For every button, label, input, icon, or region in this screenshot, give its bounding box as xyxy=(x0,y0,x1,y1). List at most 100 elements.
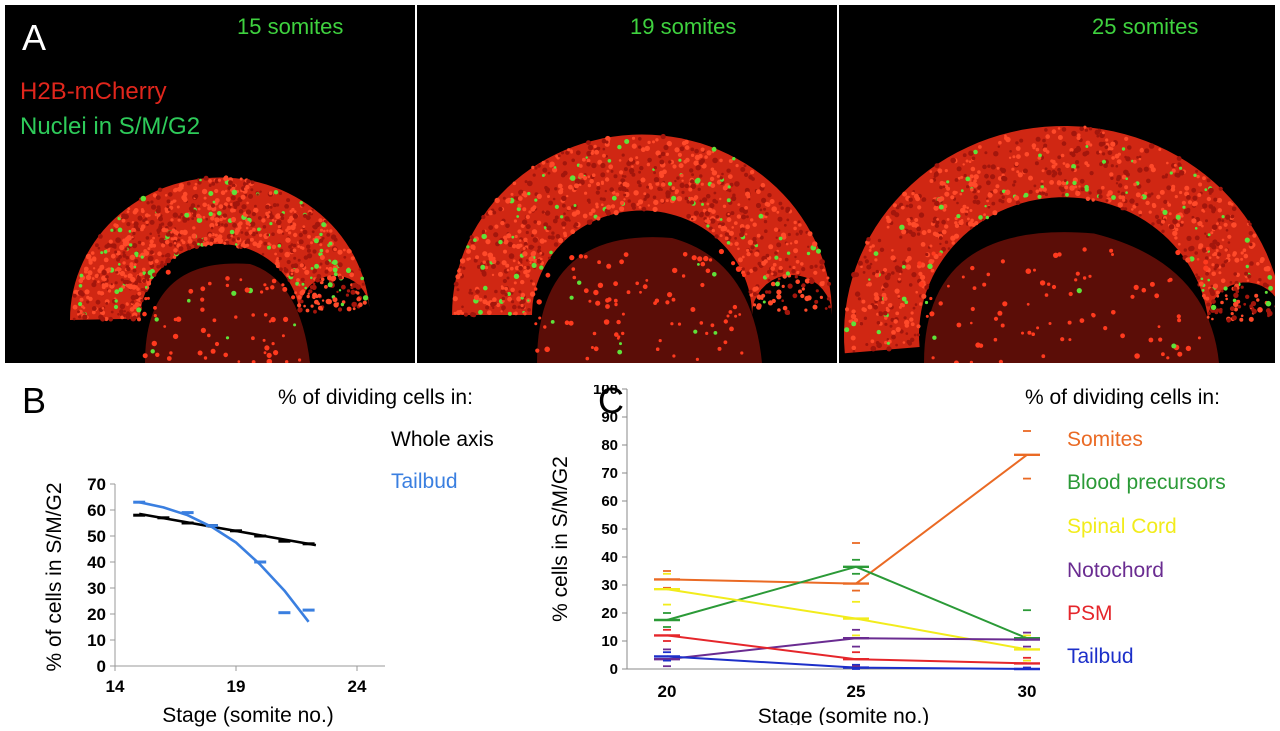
nucleus xyxy=(324,269,329,274)
nucleus xyxy=(788,265,792,269)
nucleus xyxy=(544,346,550,353)
nucleus xyxy=(744,187,750,193)
nucleus xyxy=(578,183,582,187)
nucleus xyxy=(590,346,594,349)
nucleus xyxy=(530,234,534,238)
nucleus xyxy=(282,286,288,292)
nucleus xyxy=(734,314,738,318)
nucleus xyxy=(872,271,876,276)
nucleus xyxy=(944,169,948,173)
nucleus xyxy=(605,304,610,309)
nucleus xyxy=(676,196,683,202)
nucleus xyxy=(719,176,723,180)
nucleus xyxy=(131,236,134,239)
nucleus xyxy=(740,351,744,355)
nucleus xyxy=(1084,128,1088,132)
nucleus xyxy=(240,231,244,234)
nucleus xyxy=(1057,135,1063,140)
nucleus xyxy=(1168,212,1172,216)
chart-c-y-tick-label: 80 xyxy=(601,437,618,454)
nucleus xyxy=(1013,195,1020,201)
nucleus xyxy=(588,299,592,303)
nucleus xyxy=(732,193,736,197)
nucleus xyxy=(1221,263,1226,268)
nucleus xyxy=(593,346,599,352)
nucleus xyxy=(1198,281,1204,287)
nucleus xyxy=(771,272,774,276)
dividing-nucleus xyxy=(726,241,731,245)
nucleus xyxy=(639,290,642,294)
nucleus xyxy=(798,229,803,234)
nucleus xyxy=(306,294,310,299)
nucleus xyxy=(1240,251,1244,255)
nucleus xyxy=(350,286,354,290)
nucleus xyxy=(889,324,893,328)
dividing-nucleus xyxy=(277,244,282,248)
nucleus xyxy=(1194,251,1198,255)
nucleus xyxy=(170,218,174,222)
nucleus xyxy=(119,244,125,251)
dividing-nucleus xyxy=(310,276,313,280)
nucleus xyxy=(540,257,543,261)
nucleus xyxy=(583,254,588,259)
nucleus xyxy=(469,235,474,240)
nucleus xyxy=(203,236,208,241)
dividing-nucleus xyxy=(473,238,477,243)
nucleus xyxy=(95,273,99,277)
dividing-nucleus xyxy=(785,271,790,276)
nucleus xyxy=(734,181,740,187)
nucleus xyxy=(1133,182,1137,187)
nucleus xyxy=(281,283,285,287)
nucleus xyxy=(1187,210,1191,213)
nucleus xyxy=(250,180,255,185)
dividing-nucleus xyxy=(1207,233,1211,237)
nucleus xyxy=(869,245,873,249)
nucleus xyxy=(719,158,723,163)
nucleus xyxy=(878,311,884,317)
nucleus xyxy=(1156,194,1161,200)
nucleus xyxy=(145,220,149,224)
nucleus xyxy=(708,226,713,231)
dividing-nucleus xyxy=(1125,191,1128,194)
nucleus xyxy=(244,231,249,236)
nucleus xyxy=(1073,147,1080,154)
chart-c-x-axis-label: Stage (somite no.) xyxy=(758,705,930,725)
nucleus xyxy=(520,223,525,228)
nucleus xyxy=(1057,167,1061,172)
nucleus xyxy=(482,260,486,264)
nucleus xyxy=(1111,253,1114,256)
chart-c-y-tick-label: 40 xyxy=(601,549,618,566)
nucleus xyxy=(238,209,244,214)
nucleus xyxy=(602,147,606,151)
nucleus xyxy=(595,202,599,206)
nucleus xyxy=(128,283,134,290)
nucleus xyxy=(893,319,898,324)
nucleus xyxy=(541,210,545,214)
embryo-tail-tissue xyxy=(844,126,1275,354)
nucleus xyxy=(1026,302,1030,306)
nucleus xyxy=(1154,293,1160,299)
nucleus xyxy=(749,169,755,175)
dividing-nucleus xyxy=(147,270,153,276)
nucleus xyxy=(932,199,936,203)
dividing-nucleus xyxy=(100,251,104,255)
nucleus xyxy=(333,247,337,252)
nucleus xyxy=(1183,248,1187,252)
nucleus xyxy=(1074,278,1078,282)
nucleus xyxy=(1015,200,1021,205)
nucleus xyxy=(638,145,642,149)
nucleus xyxy=(686,213,692,219)
nucleus xyxy=(281,334,285,338)
nucleus xyxy=(1085,196,1091,201)
nucleus xyxy=(319,262,323,266)
nucleus xyxy=(1196,275,1201,280)
nucleus xyxy=(210,216,215,221)
nucleus xyxy=(898,305,902,309)
nucleus xyxy=(133,263,137,266)
nucleus xyxy=(731,261,736,266)
nucleus xyxy=(899,235,903,239)
nucleus xyxy=(854,291,861,297)
nucleus xyxy=(207,333,211,338)
nucleus xyxy=(713,191,717,195)
dividing-nucleus xyxy=(338,289,342,292)
